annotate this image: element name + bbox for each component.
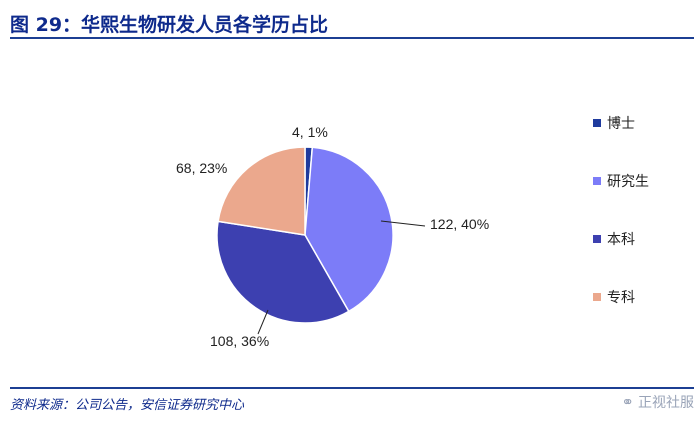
legend-swatch-4	[593, 293, 601, 301]
slice-labels: 4, 1% 122, 40% 108, 36% 68, 23%	[176, 124, 489, 349]
legend-swatch-1	[593, 119, 601, 127]
pie-slices	[216, 146, 394, 324]
slice-data-label-2: 122, 40%	[430, 216, 489, 232]
source-rule	[10, 387, 694, 389]
source-note: 资料来源：公司公告，安信证券研究中心	[10, 398, 245, 413]
legend-swatch-2	[593, 177, 601, 185]
figure-title: 图 29：华熙生物研发人员各学历占比	[10, 14, 329, 36]
legend-label-4: 专科	[607, 290, 635, 306]
slice-data-label-1: 4, 1%	[292, 124, 328, 140]
pie-slice-3	[216, 220, 350, 324]
legend-label-1: 博士	[607, 115, 635, 132]
legend-label-2: 研究生	[607, 174, 649, 190]
watermark: ⚭ 正视社服	[621, 392, 694, 412]
title-rule	[10, 37, 694, 39]
pie-slice-2	[304, 146, 394, 313]
wechat-icon: ⚭	[621, 393, 634, 411]
legend-label-3: 本科	[607, 232, 635, 248]
leader-line-3	[257, 309, 269, 335]
pie-slice-4	[217, 146, 306, 236]
watermark-text: 正视社服	[638, 395, 694, 411]
leader-line-2	[380, 220, 426, 227]
leader-lines	[257, 220, 426, 335]
slice-data-label-4: 68, 23%	[176, 160, 227, 176]
slice-data-label-3: 108, 36%	[210, 333, 269, 349]
legend-swatch-3	[593, 235, 601, 243]
